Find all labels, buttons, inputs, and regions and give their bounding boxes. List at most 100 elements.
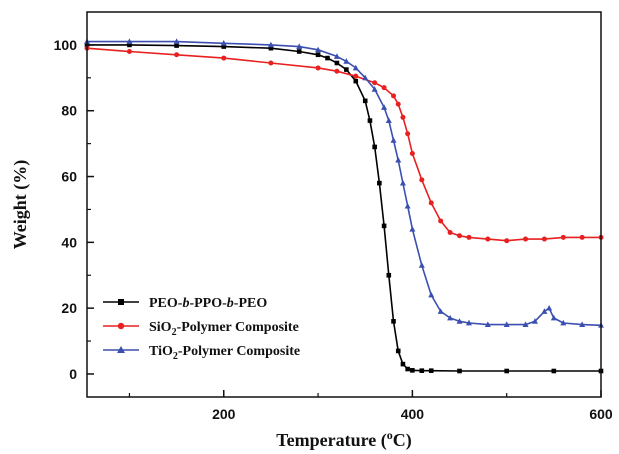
data-point-peo [395, 348, 401, 354]
data-point-tio2 [404, 202, 411, 209]
x-axis-title: Temperature (oC) [276, 428, 411, 451]
x-tick-label: 600 [589, 406, 613, 422]
plot-frame [86, 11, 602, 398]
data-point-tio2 [352, 64, 359, 71]
legend-marker-sio2 [117, 322, 125, 330]
data-point-peo [367, 118, 373, 123]
data-point-sio2 [523, 236, 529, 242]
data-point-peo [410, 368, 415, 373]
data-point-sio2 [485, 236, 491, 242]
data-point-sio2 [381, 85, 387, 91]
data-point-tio2 [267, 41, 274, 48]
data-point-tio2 [541, 308, 548, 314]
data-point-tio2 [447, 314, 454, 321]
data-point-tio2 [381, 104, 388, 110]
data-point-peo [315, 52, 321, 58]
data-point-tio2 [546, 304, 553, 311]
y-tick-label: 100 [54, 37, 78, 53]
y-tick-label: 40 [61, 234, 77, 250]
y-tick-label: 20 [61, 300, 77, 316]
data-point-peo [372, 144, 377, 150]
series-sio2 [84, 45, 604, 244]
legend-item-peo: PEO-b-PPO-b-PEO [103, 296, 267, 311]
data-point-tio2 [296, 43, 303, 49]
x-tick-label: 200 [212, 406, 236, 422]
data-point-peo [127, 42, 132, 48]
data-point-sio2 [466, 234, 472, 240]
data-point-peo [325, 55, 330, 61]
data-point-tio2 [437, 308, 444, 314]
data-point-tio2 [333, 53, 340, 59]
data-point-peo [419, 368, 425, 373]
data-point-peo [457, 368, 462, 374]
data-point-peo [296, 49, 302, 54]
data-point-sio2 [428, 200, 434, 206]
data-point-tio2 [560, 319, 567, 326]
series-layer [84, 38, 604, 374]
data-point-tio2 [385, 117, 392, 123]
data-point-sio2 [419, 177, 425, 183]
data-point-tio2 [418, 262, 425, 268]
x-tick-label: 400 [401, 406, 425, 422]
data-point-sio2 [457, 233, 463, 239]
data-point-sio2 [560, 234, 566, 240]
data-point-tio2 [173, 38, 180, 45]
data-point-tio2 [399, 179, 406, 186]
data-point-peo [428, 368, 434, 373]
legend-marker-peo [118, 299, 124, 305]
data-point-tio2 [550, 314, 557, 321]
data-point-peo [400, 361, 406, 367]
data-point-peo [551, 368, 557, 374]
y-tick-label: 80 [61, 103, 77, 119]
series-line-tio2 [87, 40, 602, 327]
data-point-sio2 [400, 114, 406, 120]
data-point-sio2 [579, 234, 585, 240]
data-point-sio2 [353, 73, 359, 79]
data-point-sio2 [438, 218, 444, 224]
data-point-tio2 [465, 319, 472, 326]
data-point-tio2 [395, 156, 402, 163]
data-point-peo [377, 180, 382, 186]
data-point-tio2 [579, 321, 586, 328]
y-tick-label: 0 [69, 366, 77, 382]
data-point-sio2 [372, 80, 378, 86]
data-point-tio2 [371, 86, 378, 92]
data-point-tio2 [315, 46, 322, 53]
y-tick-label: 60 [61, 169, 77, 185]
legend-label-peo: PEO-b-PPO-b-PEO [149, 296, 267, 311]
data-point-sio2 [405, 131, 411, 137]
data-point-tio2 [484, 321, 491, 328]
data-point-tio2 [531, 318, 538, 324]
data-point-tio2 [503, 321, 510, 328]
data-point-peo [174, 43, 179, 48]
data-point-sio2 [268, 60, 274, 66]
data-point-sio2 [391, 93, 397, 99]
data-point-tio2 [409, 225, 416, 232]
data-point-peo [334, 60, 340, 66]
data-point-sio2 [395, 101, 401, 107]
y-axis-title: Weight (%) [10, 160, 31, 250]
data-point-peo [386, 272, 392, 278]
data-point-sio2 [541, 236, 547, 242]
data-point-peo [391, 319, 396, 324]
data-point-tio2 [456, 318, 463, 324]
legend-marker-tio2 [117, 346, 125, 353]
data-point-sio2 [504, 238, 510, 244]
data-point-peo [221, 44, 227, 49]
data-point-tio2 [428, 291, 435, 298]
data-point-peo [504, 368, 509, 374]
data-point-sio2 [334, 68, 340, 74]
legend-label-tio2: TiO2-Polymer Composite [149, 344, 300, 362]
legend-item-tio2: TiO2-Polymer Composite [103, 344, 300, 362]
axes-layer: 200 400 600 0 20 40 60 80 100 Temperature (oC) Wei… [10, 11, 613, 451]
data-point-peo [362, 98, 368, 104]
data-point-tio2 [362, 74, 369, 81]
data-point-tio2 [220, 40, 227, 46]
data-point-tio2 [522, 321, 529, 328]
data-point-peo [405, 366, 410, 372]
data-point-sio2 [174, 52, 180, 58]
series-tio2 [84, 38, 604, 328]
series-line-peo [87, 44, 601, 372]
data-point-tio2 [343, 58, 350, 64]
